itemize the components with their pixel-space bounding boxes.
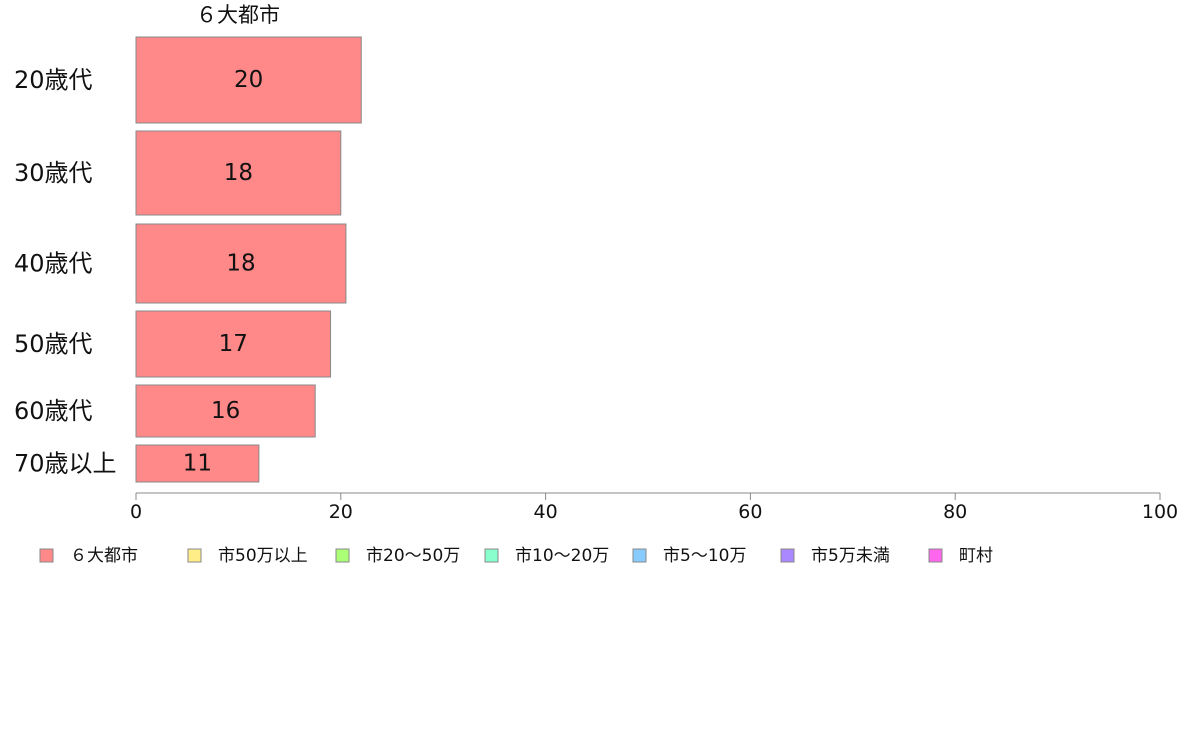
bar [135,36,362,124]
legend-item: 市5万未満 [780,546,890,566]
legend-swatch [39,548,54,563]
bar [135,444,260,483]
category-label: 20歳代 [14,66,93,94]
category-label: 50歳代 [14,330,93,358]
x-tick-label: 0 [130,501,142,523]
category-label: 30歳代 [14,159,93,187]
bar-value-label: 20 [234,67,263,93]
x-tick-label: 60 [738,501,762,523]
category-label: 70歳以上 [14,450,117,478]
x-tick-label: 40 [534,501,558,523]
series-title: ６大都市 [196,3,280,27]
legend-item: 市20〜50万 [335,546,460,566]
bars: 20 20歳代 18 30歳代 18 40歳代 17 50歳代 16 60歳代 11 70歳以上 [14,36,362,483]
x-tick-label: 100 [1142,501,1178,523]
x-tick-label: 80 [943,501,967,523]
legend-label: 町村 [959,546,993,566]
legend-label: 市10〜20万 [515,546,609,566]
legend: ６大都市 市50万以上 市20〜50万 市10〜20万 市5〜10万 市5万未満 町村 [39,546,993,566]
x-axis: 0 20 40 60 80 100 [130,492,1178,523]
bar-value-label: 17 [219,331,248,357]
legend-label: ６大都市 [70,546,138,566]
bar [135,223,347,304]
legend-item: 市10〜20万 [484,546,609,566]
legend-swatch [928,548,943,563]
bar [135,130,342,216]
bar-value-label: 18 [226,251,255,277]
legend-item: ６大都市 [39,546,138,566]
bar-value-label: 11 [183,451,212,477]
legend-item: 市5〜10万 [632,546,746,566]
legend-label: 市20〜50万 [366,546,460,566]
legend-item: 市50万以上 [187,546,308,566]
legend-swatch [780,548,795,563]
legend-label: 市50万以上 [218,546,308,566]
bar [135,310,332,378]
legend-swatch [632,548,647,563]
category-label: 60歳代 [14,397,93,425]
bar-value-label: 18 [224,160,253,186]
legend-item: 町村 [928,546,993,566]
legend-swatch [335,548,350,563]
legend-label: 市5万未満 [811,546,890,566]
x-tick-label: 20 [329,501,353,523]
bar [135,384,316,438]
category-label: 40歳代 [14,250,93,278]
legend-swatch [187,548,202,563]
bar-value-label: 16 [211,398,240,424]
legend-swatch [484,548,499,563]
legend-label: 市5〜10万 [663,546,746,566]
